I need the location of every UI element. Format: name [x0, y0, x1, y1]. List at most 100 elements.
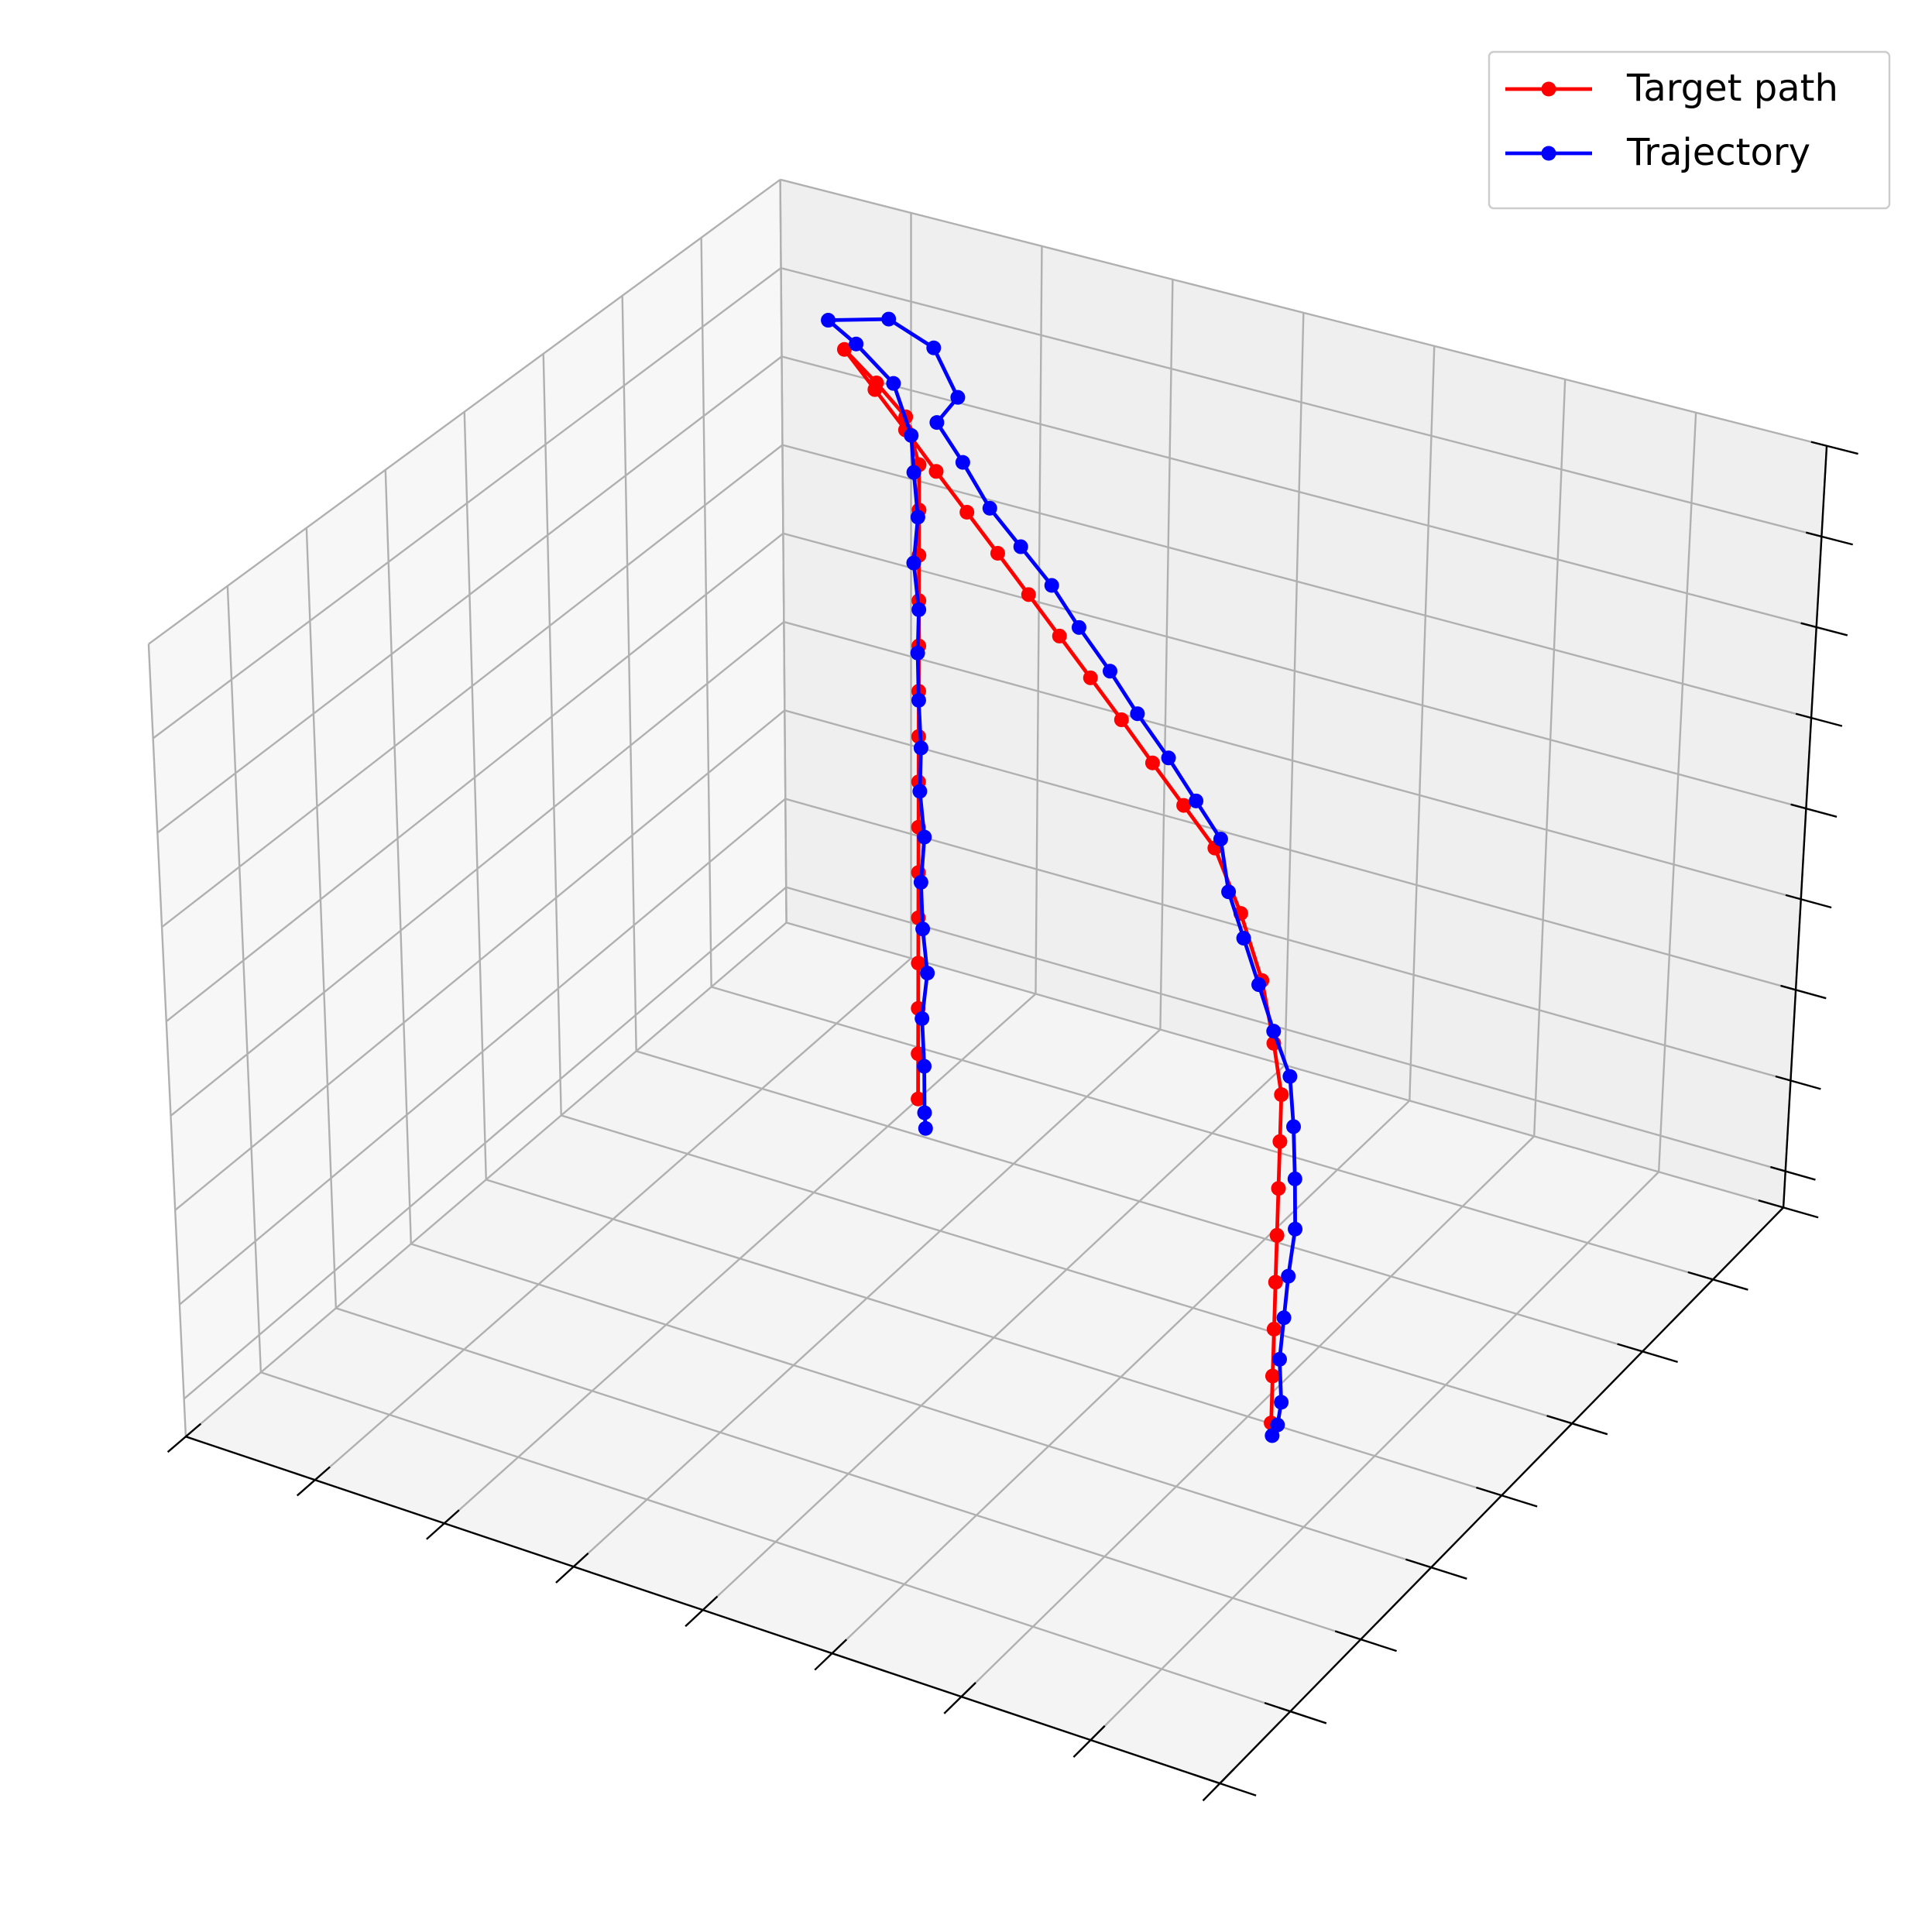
grid-line [147, 643, 187, 1437]
point [1052, 628, 1067, 643]
point [836, 341, 852, 357]
x-tick [1072, 1724, 1106, 1758]
point [912, 784, 928, 799]
point [915, 1011, 930, 1026]
grid-line [784, 709, 1796, 991]
grid-line [711, 986, 1714, 1281]
grid-line [179, 798, 787, 1306]
grid-line [636, 1050, 1643, 1353]
left-pane [148, 179, 787, 1437]
z-tick [1790, 803, 1838, 818]
grid-line [156, 355, 783, 834]
point [950, 389, 966, 405]
point [1271, 1181, 1286, 1196]
point [1271, 1351, 1287, 1367]
panes [148, 179, 1827, 1784]
x-tick [943, 1682, 976, 1714]
z-tick [1800, 622, 1848, 637]
point [1265, 1428, 1280, 1443]
point [929, 415, 945, 431]
point [1176, 798, 1192, 813]
legend-marker [1541, 146, 1556, 161]
y-tick [1758, 1199, 1819, 1219]
point [906, 465, 921, 480]
point [911, 602, 927, 617]
grid-line [152, 267, 782, 740]
x-tick [426, 1509, 460, 1540]
legend-label: Target path [1626, 67, 1838, 110]
legend-label: Trajectory [1626, 131, 1810, 174]
point [1274, 1087, 1289, 1103]
z-tick [1780, 984, 1827, 1000]
x-tick [166, 1422, 202, 1453]
z-tick [1785, 894, 1832, 909]
grid-line [335, 1307, 1361, 1641]
point [1286, 1119, 1302, 1134]
point [955, 455, 970, 470]
point [1281, 1268, 1296, 1284]
y-tick [1687, 1271, 1748, 1291]
point [918, 1120, 933, 1136]
grid-line [260, 1371, 1291, 1713]
back-pane [780, 179, 1827, 1208]
point [926, 340, 942, 355]
y-tick [1617, 1343, 1678, 1364]
z-tick [1805, 531, 1854, 546]
grid-line [785, 886, 1786, 1172]
point [913, 874, 928, 890]
point [917, 829, 932, 845]
point [1276, 1310, 1292, 1326]
plot-area [821, 311, 1303, 1443]
point [920, 966, 935, 981]
series-line [826, 317, 1297, 1436]
z-tick [1770, 1165, 1816, 1181]
point [915, 921, 931, 937]
x-tick [1202, 1768, 1235, 1802]
point [911, 692, 926, 708]
axes [166, 441, 1858, 1802]
point [886, 376, 901, 391]
x-tick [685, 1595, 719, 1628]
point [1021, 587, 1036, 602]
x-tick [814, 1639, 848, 1671]
point [910, 510, 925, 525]
point [1221, 884, 1237, 900]
point [1268, 1275, 1283, 1290]
point [881, 311, 897, 327]
legend: Target path Trajectory [1488, 50, 1891, 210]
grid-line [486, 1179, 1502, 1497]
z-tick [1810, 441, 1858, 455]
grid-line [781, 266, 1822, 538]
x-tick [555, 1552, 589, 1584]
legend-marker [1541, 81, 1556, 97]
point [1189, 793, 1204, 808]
point [917, 1105, 932, 1120]
point [1144, 755, 1160, 770]
grid-line [782, 444, 1812, 719]
point [911, 1091, 926, 1107]
point [1251, 977, 1267, 993]
grid-line [784, 798, 1791, 1082]
grid-line [166, 532, 784, 1023]
point [1282, 1069, 1298, 1084]
point [1266, 1321, 1282, 1337]
point [849, 336, 864, 352]
point [906, 555, 921, 571]
z-tick [1775, 1075, 1821, 1090]
z-tick [1795, 712, 1843, 727]
point [910, 645, 925, 661]
grid-line [148, 178, 781, 645]
point [1044, 578, 1059, 593]
point [928, 464, 944, 479]
point [821, 313, 836, 328]
point [959, 505, 975, 520]
grid-line [170, 621, 785, 1117]
grid-line [410, 1243, 1432, 1569]
point [1213, 832, 1228, 847]
point [1265, 1368, 1280, 1384]
point [1130, 706, 1145, 722]
point [1161, 750, 1176, 766]
point [913, 740, 928, 756]
point [1266, 1024, 1282, 1039]
